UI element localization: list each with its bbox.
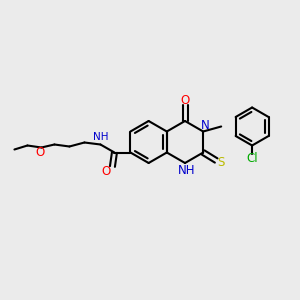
Text: O: O <box>102 165 111 178</box>
Text: N: N <box>201 119 210 132</box>
Text: S: S <box>218 156 225 169</box>
Text: O: O <box>36 146 45 159</box>
Text: Cl: Cl <box>246 152 258 165</box>
Text: NH: NH <box>178 164 196 176</box>
Text: NH: NH <box>93 133 108 142</box>
Text: O: O <box>180 94 190 106</box>
